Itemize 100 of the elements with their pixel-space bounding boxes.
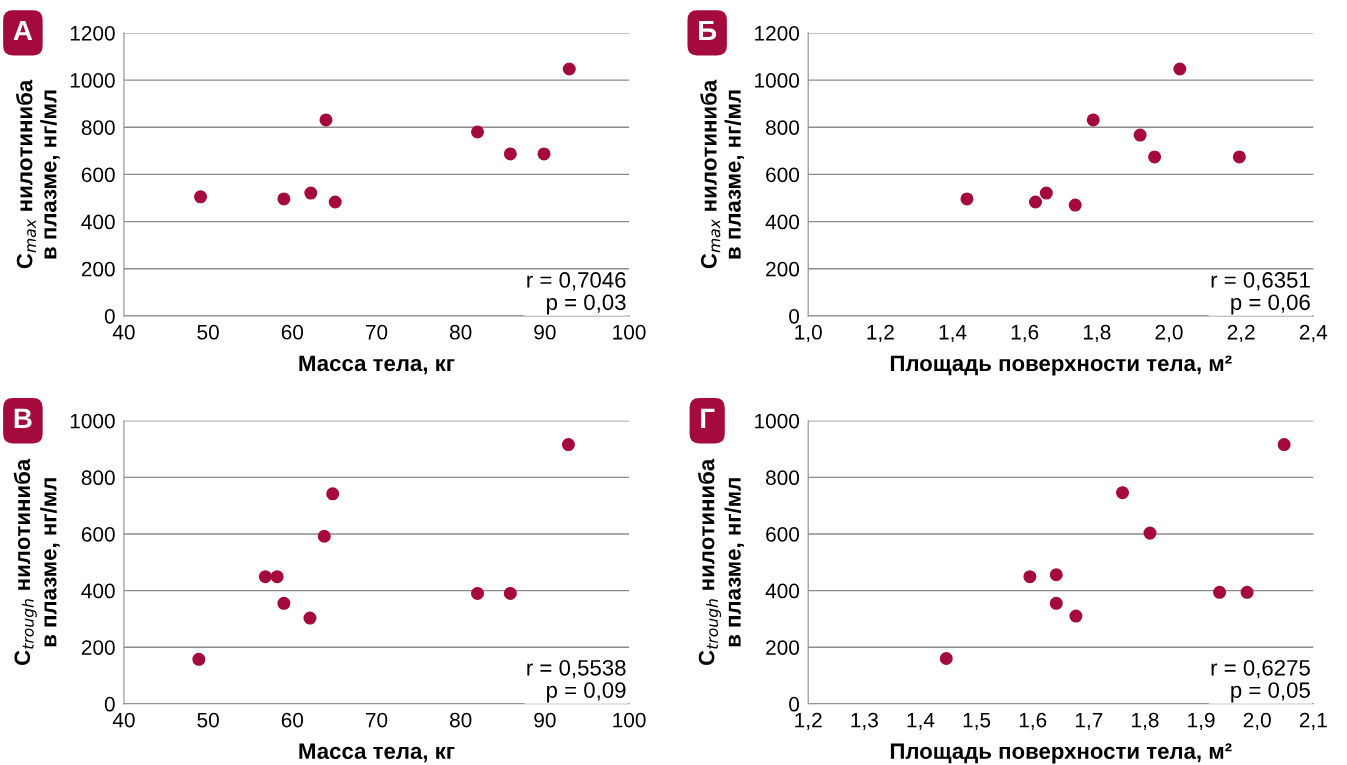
- x-tick-label: 50: [197, 324, 219, 340]
- x-tick-label: 2,4: [1299, 324, 1328, 343]
- y-tick-label: 800: [766, 120, 800, 135]
- x-tick-label: 50: [197, 712, 219, 728]
- y-tick-label: 200: [81, 261, 115, 277]
- x-tick-label: 1,3: [851, 712, 878, 730]
- annotation: r = 0,5538 p = 0,09: [527, 659, 626, 703]
- point: [503, 586, 517, 600]
- point: [1213, 585, 1227, 599]
- point: [1039, 186, 1053, 200]
- point: [1023, 570, 1037, 584]
- y-tick-label: 1200: [70, 25, 115, 41]
- point: [326, 487, 340, 501]
- point: [537, 147, 551, 161]
- x-tick-label: 1,5: [963, 712, 991, 730]
- point: [1173, 62, 1187, 76]
- x-tick-label: 2,0: [1243, 712, 1271, 730]
- x-tick-label: 1,9: [1188, 712, 1215, 730]
- x-tick-label: 60: [281, 324, 304, 340]
- annotation: r = 0,7046 p = 0,03: [527, 272, 626, 315]
- point: [194, 190, 208, 204]
- x-tick-label: 100: [613, 712, 646, 728]
- x-axis-title: Площадь поверхности тела, м²: [890, 355, 1232, 376]
- point: [471, 586, 485, 600]
- y-tick-label: 0: [104, 696, 115, 712]
- y-tick-label: 400: [81, 214, 115, 230]
- y-tick-label: 1200: [755, 25, 800, 41]
- point: [1049, 596, 1063, 610]
- x-tick-label: 1,2: [867, 324, 894, 343]
- y-tick-label: 0: [789, 696, 800, 712]
- y-tick-label: 1000: [70, 73, 115, 88]
- y-axis-title: C$_{trough}$ нилотиниба в плазме, нг/мл: [13, 458, 60, 666]
- x-tick-label: 80: [449, 712, 472, 728]
- annotation: r = 0,6275 p = 0,05: [1211, 659, 1310, 703]
- y-axis-title: C$_{max}$ нилотиниба в плазме, нг/мл: [700, 79, 745, 269]
- point: [319, 113, 333, 127]
- point: [1148, 150, 1162, 164]
- y-tick-label: 600: [766, 526, 800, 542]
- x-tick-label: 2,0: [1155, 324, 1183, 343]
- point: [328, 195, 342, 209]
- point: [1086, 113, 1100, 127]
- point: [192, 652, 206, 666]
- y-tick-label: 600: [81, 526, 115, 542]
- x-tick-label: 100: [613, 324, 646, 340]
- y-tick-label: 800: [766, 470, 800, 486]
- point: [1143, 526, 1157, 540]
- chart-title: Б: [699, 20, 717, 41]
- chart-title: А: [13, 20, 33, 41]
- x-tick-label: 1,8: [1083, 324, 1111, 343]
- x-tick-label: 40: [112, 324, 135, 340]
- y-tick-label: 1000: [755, 73, 800, 88]
- x-tick-label: 1,2: [795, 712, 822, 730]
- point: [1029, 195, 1043, 209]
- y-tick-label: 400: [765, 583, 800, 599]
- chart-title: Г: [701, 408, 715, 428]
- point: [1240, 585, 1254, 599]
- y-axis-title: C$_{trough}$ нилотиниба в плазме, нг/мл: [697, 458, 745, 666]
- y-tick-label: 200: [81, 640, 115, 655]
- y-tick-label: 0: [104, 308, 115, 324]
- point: [562, 62, 576, 76]
- annotation: r = 0,6351 p = 0,06: [1211, 272, 1310, 315]
- y-tick-label: 1000: [755, 413, 800, 429]
- x-tick-label: 1,6: [1019, 712, 1047, 730]
- point: [1115, 486, 1130, 500]
- x-axis-title: Площадь поверхности тела, м²: [890, 743, 1232, 764]
- x-tick-label: 2,1: [1299, 712, 1327, 730]
- y-axis-title: C$_{max}$ нилотиниба в плазме, нг/мл: [15, 79, 60, 269]
- y-tick-label: 600: [766, 167, 800, 183]
- x-tick-label: 1,4: [907, 712, 935, 730]
- point: [1068, 198, 1082, 212]
- point: [561, 438, 575, 452]
- x-tick-label: 90: [534, 324, 556, 340]
- x-tick-label: 70: [365, 324, 388, 340]
- point: [1232, 150, 1246, 164]
- y-tick-label: 1000: [70, 413, 115, 429]
- x-axis-title: Масса тела, кг: [299, 355, 455, 375]
- x-axis-title: Масса тела, кг: [299, 743, 455, 763]
- x-tick-label: 80: [449, 324, 472, 340]
- y-tick-label: 200: [766, 261, 800, 277]
- y-tick-label: 200: [766, 640, 800, 655]
- point: [304, 186, 318, 200]
- y-tick-label: 800: [81, 470, 115, 486]
- x-tick-label: 60: [281, 712, 304, 728]
- point: [277, 192, 291, 206]
- point: [303, 611, 317, 625]
- y-tick-label: 0: [789, 308, 800, 324]
- y-tick-label: 600: [81, 167, 115, 183]
- x-tick-label: 1,8: [1132, 712, 1159, 730]
- x-tick-label: 90: [534, 712, 556, 728]
- x-tick-label: 1,6: [1011, 324, 1039, 343]
- point: [270, 570, 284, 584]
- point: [277, 596, 291, 610]
- point: [1049, 568, 1063, 582]
- point: [1069, 609, 1083, 623]
- x-tick-label: 1,4: [939, 325, 967, 343]
- y-tick-label: 400: [81, 583, 115, 599]
- x-tick-label: 2,2: [1227, 324, 1255, 343]
- point: [258, 570, 272, 584]
- y-tick-label: 400: [765, 214, 800, 230]
- point: [317, 529, 331, 543]
